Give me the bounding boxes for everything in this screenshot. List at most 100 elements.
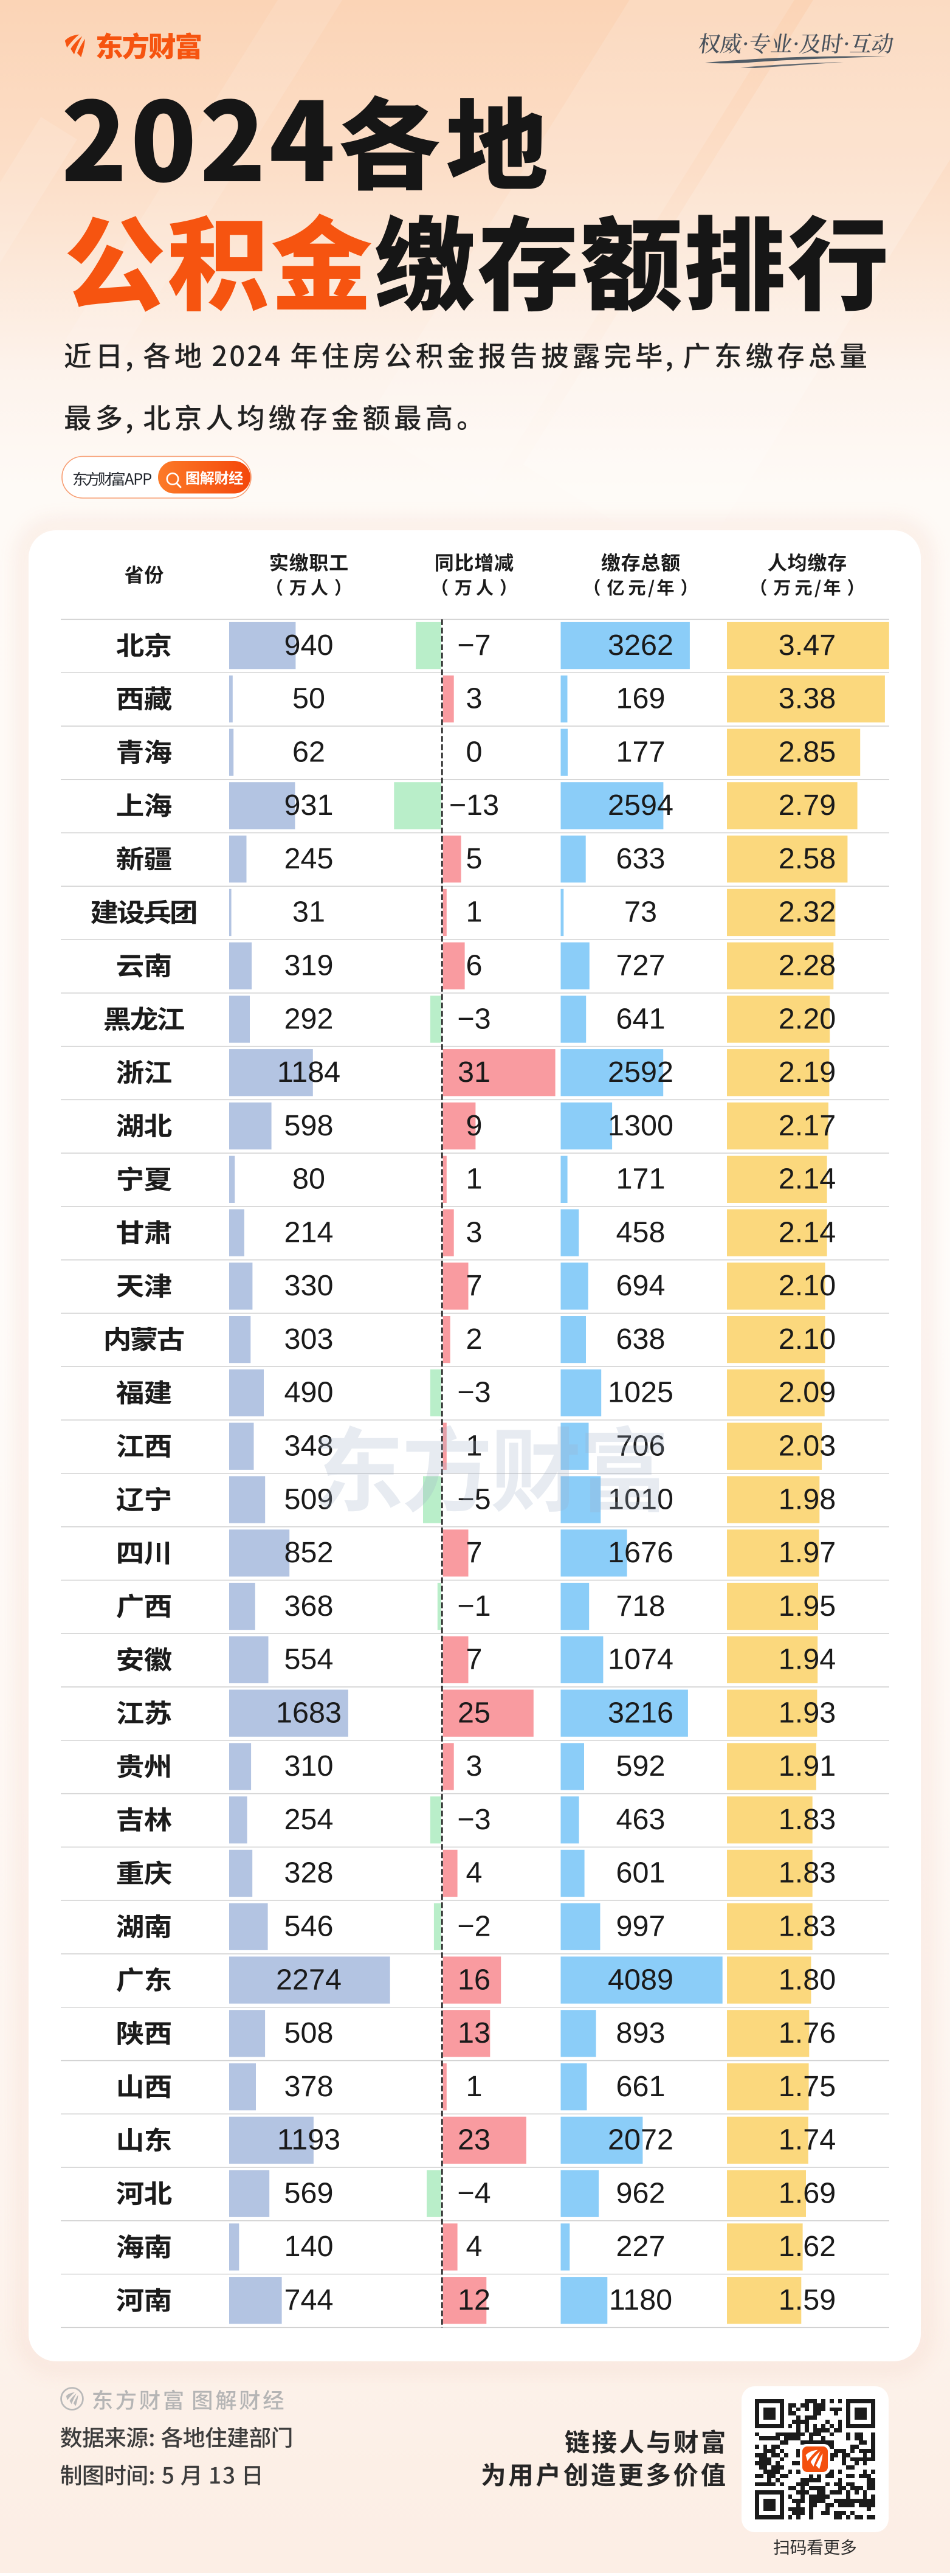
svg-text:368: 368	[284, 1590, 334, 1622]
svg-text:4089: 4089	[608, 1963, 673, 1996]
svg-text:2.09: 2.09	[779, 1376, 836, 1409]
svg-text:6: 6	[466, 949, 483, 982]
svg-text:2.85: 2.85	[779, 735, 836, 768]
svg-text:1180: 1180	[609, 2283, 672, 2316]
svg-text:2: 2	[466, 1323, 483, 1356]
svg-text:140: 140	[284, 2230, 334, 2263]
svg-text:508: 508	[284, 2017, 334, 2049]
svg-text:744: 744	[284, 2283, 334, 2316]
svg-text:1676: 1676	[608, 1536, 673, 1569]
svg-text:2.32: 2.32	[779, 896, 836, 929]
svg-text:1.76: 1.76	[779, 2017, 836, 2049]
svg-text:1: 1	[466, 896, 483, 929]
svg-text:1.83: 1.83	[779, 1857, 836, 1889]
svg-text:−13: −13	[449, 789, 499, 822]
svg-text:0: 0	[466, 735, 483, 768]
svg-text:−1: −1	[457, 1590, 490, 1622]
svg-text:2.03: 2.03	[779, 1430, 836, 1463]
svg-text:1.62: 1.62	[779, 2230, 836, 2263]
svg-text:4: 4	[466, 2230, 483, 2263]
svg-text:1.95: 1.95	[779, 1590, 836, 1622]
svg-text:3: 3	[466, 682, 483, 715]
svg-text:−2: −2	[457, 1910, 490, 1943]
svg-text:1: 1	[466, 1163, 483, 1196]
svg-text:1.97: 1.97	[779, 1536, 836, 1569]
svg-text:1.83: 1.83	[779, 1803, 836, 1836]
svg-text:−4: −4	[457, 2176, 490, 2209]
svg-text:2.14: 2.14	[779, 1216, 836, 1248]
svg-text:1: 1	[466, 2070, 483, 2103]
svg-text:601: 601	[616, 1857, 666, 1889]
svg-text:598: 598	[284, 1109, 334, 1142]
svg-text:2.28: 2.28	[779, 949, 836, 982]
svg-text:727: 727	[616, 949, 666, 982]
svg-text:661: 661	[616, 2070, 666, 2103]
svg-text:169: 169	[616, 682, 666, 715]
svg-text:−3: −3	[457, 1376, 490, 1409]
svg-text:1.93: 1.93	[779, 1696, 836, 1729]
svg-text:458: 458	[616, 1216, 666, 1248]
svg-text:2.79: 2.79	[779, 789, 836, 822]
svg-text:177: 177	[616, 735, 666, 768]
svg-text:1010: 1010	[608, 1483, 673, 1515]
svg-text:3262: 3262	[608, 629, 673, 662]
svg-text:718: 718	[616, 1590, 666, 1622]
svg-text:1.80: 1.80	[779, 1963, 836, 1996]
svg-text:546: 546	[284, 1910, 334, 1943]
svg-text:7: 7	[466, 1269, 483, 1302]
svg-text:940: 940	[284, 629, 334, 662]
svg-text:25: 25	[458, 1696, 490, 1729]
svg-text:7: 7	[466, 1536, 483, 1569]
svg-text:1025: 1025	[608, 1376, 673, 1409]
svg-text:−7: −7	[457, 629, 490, 662]
svg-text:1.83: 1.83	[779, 1910, 836, 1943]
svg-text:1074: 1074	[608, 1643, 673, 1676]
svg-text:2.19: 2.19	[779, 1056, 836, 1089]
svg-text:2.17: 2.17	[779, 1109, 836, 1142]
svg-text:1.69: 1.69	[779, 2176, 836, 2209]
svg-text:1184: 1184	[277, 1056, 340, 1089]
svg-text:4: 4	[466, 1857, 483, 1889]
svg-text:378: 378	[284, 2070, 334, 2103]
svg-text:569: 569	[284, 2176, 334, 2209]
svg-text:1193: 1193	[277, 2124, 340, 2156]
svg-text:638: 638	[616, 1323, 666, 1356]
svg-text:31: 31	[292, 896, 325, 929]
svg-text:554: 554	[284, 1643, 334, 1676]
svg-text:245: 245	[284, 842, 334, 875]
svg-text:1.59: 1.59	[779, 2283, 836, 2316]
svg-text:2.10: 2.10	[779, 1323, 836, 1356]
svg-text:3.38: 3.38	[779, 682, 836, 715]
svg-text:641: 641	[616, 1002, 666, 1035]
svg-text:80: 80	[292, 1163, 325, 1196]
svg-text:227: 227	[616, 2230, 666, 2263]
svg-text:2.10: 2.10	[779, 1269, 836, 1302]
svg-text:2.58: 2.58	[779, 842, 836, 875]
svg-text:−3: −3	[457, 1803, 490, 1836]
svg-text:330: 330	[284, 1269, 334, 1302]
svg-text:254: 254	[284, 1803, 334, 1836]
svg-text:1.94: 1.94	[779, 1643, 836, 1676]
svg-text:2.20: 2.20	[779, 1002, 836, 1035]
svg-text:50: 50	[292, 682, 325, 715]
svg-text:997: 997	[616, 1910, 666, 1943]
svg-text:−3: −3	[457, 1002, 490, 1035]
svg-text:73: 73	[624, 896, 657, 929]
svg-text:292: 292	[284, 1002, 334, 1035]
svg-text:592: 592	[616, 1750, 666, 1782]
svg-text:2594: 2594	[608, 789, 673, 822]
svg-text:7: 7	[466, 1643, 483, 1676]
svg-text:9: 9	[466, 1109, 483, 1142]
svg-text:171: 171	[616, 1163, 666, 1196]
svg-text:2.14: 2.14	[779, 1163, 836, 1196]
svg-text:1.74: 1.74	[779, 2124, 836, 2156]
svg-text:1300: 1300	[608, 1109, 673, 1142]
svg-text:3.47: 3.47	[779, 629, 836, 662]
svg-text:31: 31	[458, 1056, 490, 1089]
svg-text:310: 310	[284, 1750, 334, 1782]
svg-text:490: 490	[284, 1376, 334, 1409]
svg-text:893: 893	[616, 2017, 666, 2049]
svg-text:694: 694	[616, 1269, 666, 1302]
svg-text:2274: 2274	[276, 1963, 342, 1996]
svg-text:23: 23	[458, 2124, 490, 2156]
